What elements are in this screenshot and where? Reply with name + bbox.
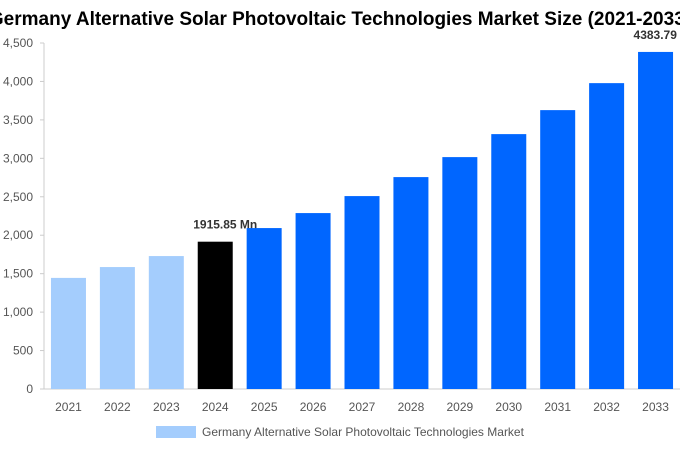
legend-label: Germany Alternative Solar Photovoltaic T…: [202, 425, 524, 439]
y-tick-label: 4,500: [3, 36, 33, 50]
bar-2028: [393, 177, 429, 389]
x-tick-label: 2022: [104, 400, 131, 414]
x-tick-label: 2031: [544, 400, 571, 414]
bar-2022: [99, 267, 135, 389]
legend: Germany Alternative Solar Photovoltaic T…: [156, 425, 524, 439]
x-tick-label: 2030: [495, 400, 522, 414]
bar-2029: [442, 157, 478, 389]
bar-2023: [148, 256, 184, 389]
x-tick-label: 2033: [642, 400, 669, 414]
y-tick-label: 2,500: [3, 190, 33, 204]
bar-2026: [295, 213, 331, 389]
bar-2024: [197, 241, 233, 389]
bar-2033: [638, 51, 674, 390]
y-tick-label: 4,000: [3, 74, 33, 88]
x-tick-label: 2032: [593, 400, 620, 414]
y-tick-label: 1,500: [3, 267, 33, 281]
x-tick-label: 2023: [153, 400, 180, 414]
bar-2021: [50, 277, 86, 389]
y-tick-label: 3,000: [3, 151, 33, 165]
y-tick-label: 2,000: [3, 228, 33, 242]
bar-2032: [589, 83, 625, 390]
y-tick-label: 3,500: [3, 113, 33, 127]
y-tick-label: 1,000: [3, 305, 33, 319]
x-tick-label: 2026: [300, 400, 327, 414]
x-tick-label: 2027: [349, 400, 376, 414]
x-tick-label: 2029: [446, 400, 473, 414]
y-tick-label: 0: [26, 382, 33, 396]
x-tick-label: 2024: [202, 400, 229, 414]
bar-2027: [344, 196, 380, 389]
data-label-2033: 4383.79 Mn: [634, 28, 680, 42]
x-tick-label: 2028: [398, 400, 425, 414]
y-tick-label: 500: [13, 344, 33, 358]
chart-title: Germany Alternative Solar Photovoltaic T…: [0, 9, 680, 30]
bar-2030: [491, 134, 527, 389]
x-tick-label: 2025: [251, 400, 278, 414]
data-label-2024: 1915.85 Mn: [193, 218, 257, 232]
bar-2025: [246, 228, 282, 389]
legend-swatch: [156, 426, 196, 438]
x-tick-label: 2021: [55, 400, 82, 414]
bar-2031: [540, 110, 576, 390]
